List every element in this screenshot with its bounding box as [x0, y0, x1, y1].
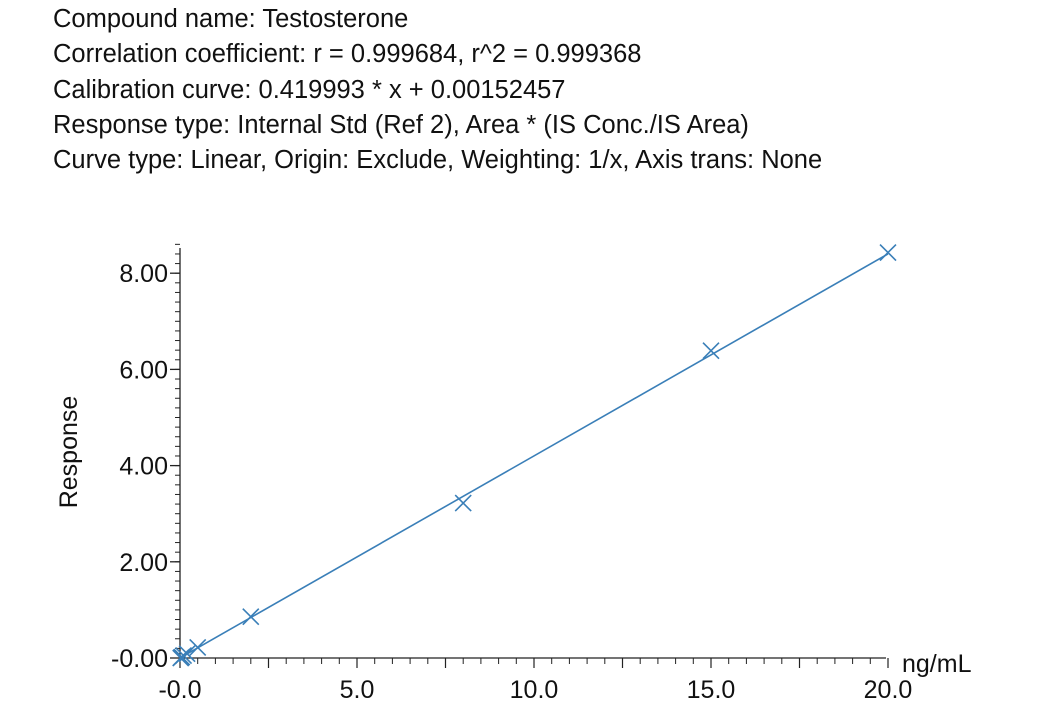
- x-tick-label: 10.0: [510, 676, 559, 704]
- correlation-coefficient-text: Correlation coefficient: r = 0.999684, r…: [53, 40, 642, 69]
- fit-line: [179, 253, 889, 659]
- response-type-text: Response type: Internal Std (Ref 2), Are…: [53, 110, 749, 139]
- x-tick-label: -0.0: [158, 676, 201, 704]
- data-point-marker: [178, 645, 196, 663]
- x-tick-label: 20.0: [864, 676, 913, 704]
- data-point-marker: [174, 647, 193, 665]
- y-tick-label: -0.00: [111, 645, 168, 673]
- x-tick-label: 15.0: [687, 676, 736, 704]
- y-axis-title: Response: [55, 396, 83, 509]
- data-point-marker: [702, 342, 720, 360]
- y-tick-label: 6.00: [119, 356, 168, 384]
- y-tick-label: 8.00: [119, 260, 168, 288]
- x-tick-label: 5.0: [340, 676, 375, 704]
- data-point-marker: [454, 494, 472, 512]
- data-point-marker: [242, 608, 260, 626]
- data-point-marker: [879, 243, 897, 262]
- y-tick-label: 2.00: [119, 549, 168, 577]
- x-axis-title: ng/mL: [902, 650, 972, 678]
- calibration-curve-text: Calibration curve: 0.419993 * x + 0.0015…: [53, 75, 566, 104]
- plot-area: -0.00 2.00 4.00 6.00 8.00 -0.0 5.0 10.0 15.0 20.0…: [55, 243, 972, 704]
- curve-info-block: Compound name: Testosterone Correlation …: [53, 2, 1013, 178]
- y-tick-label: 4.00: [119, 453, 168, 481]
- curve-type-text: Curve type: Linear, Origin: Exclude, Wei…: [53, 146, 823, 175]
- compound-name-text: Compound name: Testosterone: [53, 5, 409, 33]
- data-point-marker: [189, 638, 207, 656]
